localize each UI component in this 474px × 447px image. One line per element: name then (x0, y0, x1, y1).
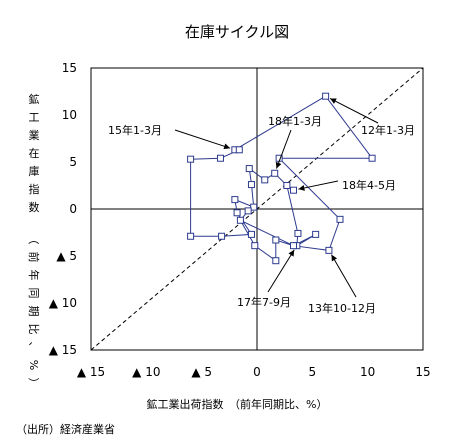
y-tick-label: ▲ 10 (49, 296, 77, 310)
data-point-marker (325, 246, 333, 254)
y-axis-title-char: 工 (29, 111, 40, 124)
x-tick-label: 10 (360, 365, 375, 379)
data-point-marker (245, 165, 253, 173)
x-tick-label: 0 (253, 365, 261, 379)
data-point-marker (244, 207, 252, 215)
data-point-marker (368, 154, 376, 162)
x-tick-label: ▲ 15 (77, 365, 105, 379)
x-tick-label: ▲ 10 (132, 365, 160, 379)
data-point-marker (312, 230, 320, 238)
x-tick-label: 5 (309, 365, 317, 379)
data-point-marker (290, 186, 298, 194)
y-axis-title-char: 前 (27, 252, 41, 263)
annotation-arrow (276, 129, 292, 169)
data-point-marker (235, 146, 243, 154)
annotation-label: 17年7-9月 (237, 295, 291, 309)
data-point-marker (261, 176, 269, 184)
annotation-arrow (174, 129, 231, 149)
annotation-arrow (329, 98, 379, 124)
data-point-marker (290, 242, 298, 250)
data-point-marker (271, 169, 279, 177)
y-axis-title-char: 鉱 (29, 92, 40, 106)
annotation-arrowhead (288, 249, 295, 257)
data-point-marker (336, 215, 344, 223)
data-point-marker (251, 242, 259, 250)
x-tick-label: 15 (415, 365, 430, 379)
annotations: 15年1-3月 18年1-3月 12年1-3月 18年4-5月 17年7-9月 13年10… (108, 98, 415, 315)
y-axis-title-char: ） (27, 378, 40, 389)
data-point-marker (283, 182, 291, 189)
data-point-marker (218, 232, 226, 240)
y-tick-label: ▲ 15 (49, 343, 77, 357)
data-point-marker (236, 216, 244, 224)
annotation-arrowhead (275, 161, 282, 169)
data-point-marker (231, 196, 239, 204)
data-point-marker (250, 203, 258, 211)
annotation-arrowhead (298, 185, 305, 191)
x-tick-labels: ▲ 15 ▲ 10 ▲ 5 0 5 10 15 (77, 365, 431, 379)
data-point-marker (233, 209, 241, 217)
y-axis-title-char: 庫 (29, 164, 40, 178)
annotation-arrow (298, 180, 339, 190)
y-axis-title-char: % (27, 360, 40, 370)
y-tick-label: 15 (62, 61, 77, 75)
annotation-label: 15年1-3月 (108, 123, 162, 137)
y-axis-title-char: 年 (27, 270, 41, 281)
y-axis-title-char: 数 (29, 201, 40, 214)
annotation-arrowhead (223, 143, 231, 150)
series-markers (187, 92, 376, 265)
y-axis-title-char: 比 (27, 324, 40, 335)
data-point-marker (187, 232, 195, 240)
data-point-marker (322, 92, 330, 100)
y-tick-labels: 15 10 5 0 ▲ 5 ▲ 10 ▲ 15 (49, 61, 77, 357)
y-tick-label: ▲ 5 (56, 249, 77, 263)
annotation-label: 13年10-12月 (308, 301, 376, 315)
chart-title: 在庫サイクル図 (185, 23, 289, 41)
data-point-marker (247, 230, 255, 238)
y-axis-title-char: 在 (29, 147, 40, 160)
y-axis-title-char: （ (27, 234, 40, 245)
annotation-label: 18年4-5月 (342, 178, 396, 192)
annotation-arrow (331, 254, 357, 298)
y-axis-title-char: 業 (29, 129, 40, 142)
y-axis-title-char: 指 (29, 182, 40, 196)
annotation-arrowhead (331, 254, 338, 262)
y-axis-title-char: 同 (27, 288, 40, 299)
y-axis-title-char: 期 (27, 306, 40, 317)
annotation-label: 12年1-3月 (361, 123, 415, 137)
data-point-marker (272, 236, 280, 244)
data-point-marker (294, 229, 302, 237)
x-axis-title: 鉱工業出荷指数 （前年同期比、%） (147, 397, 328, 411)
source-note: （出所）経済産業省 (16, 422, 115, 436)
annotation-arrow (267, 249, 295, 293)
annotation-label: 18年1-3月 (268, 114, 322, 128)
y-tick-label: 10 (62, 108, 77, 122)
data-point-marker (187, 155, 195, 163)
x-tick-label: ▲ 5 (191, 365, 212, 379)
y-tick-label: 5 (69, 155, 77, 169)
data-point-marker (247, 181, 255, 189)
data-point-marker (216, 154, 224, 162)
annotation-arrowhead (330, 98, 337, 104)
y-axis-title-char: 、 (27, 342, 40, 353)
y-tick-label: 0 (69, 202, 77, 216)
data-point-marker (272, 257, 280, 265)
